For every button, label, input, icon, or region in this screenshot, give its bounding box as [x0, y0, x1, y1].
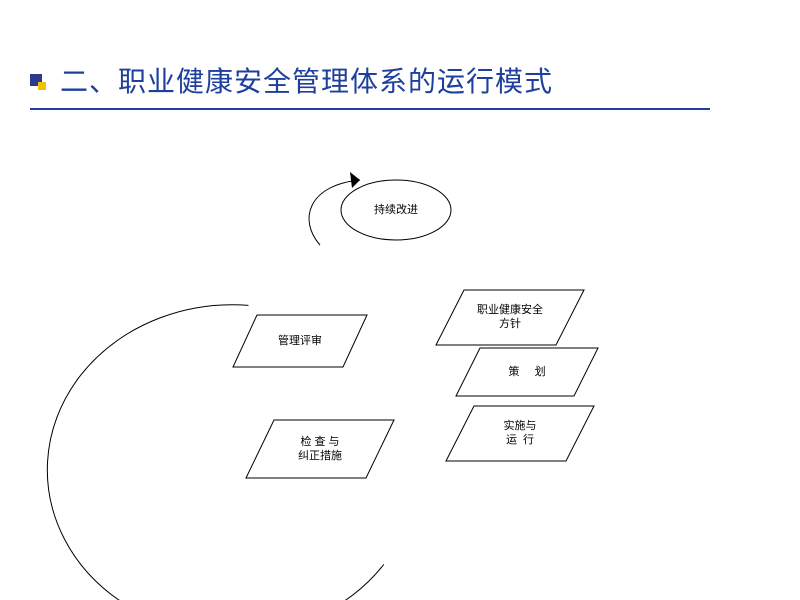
slide-title: 二、职业健康安全管理体系的运行模式 — [60, 60, 553, 100]
title-underline — [30, 108, 710, 110]
diagram-svg — [180, 150, 620, 570]
title-bullet-icon — [30, 74, 42, 86]
pdca-diagram: 持续改进管理评审检 查 与 纠正措施职业健康安全 方针策 划实施与 运 行 — [180, 150, 620, 570]
title-row: 二、职业健康安全管理体系的运行模式 — [30, 60, 553, 100]
slide: 二、职业健康安全管理体系的运行模式 持续改进管理评审检 查 与 纠正措施职业健康… — [0, 0, 800, 600]
bullet-square-small — [38, 82, 46, 90]
